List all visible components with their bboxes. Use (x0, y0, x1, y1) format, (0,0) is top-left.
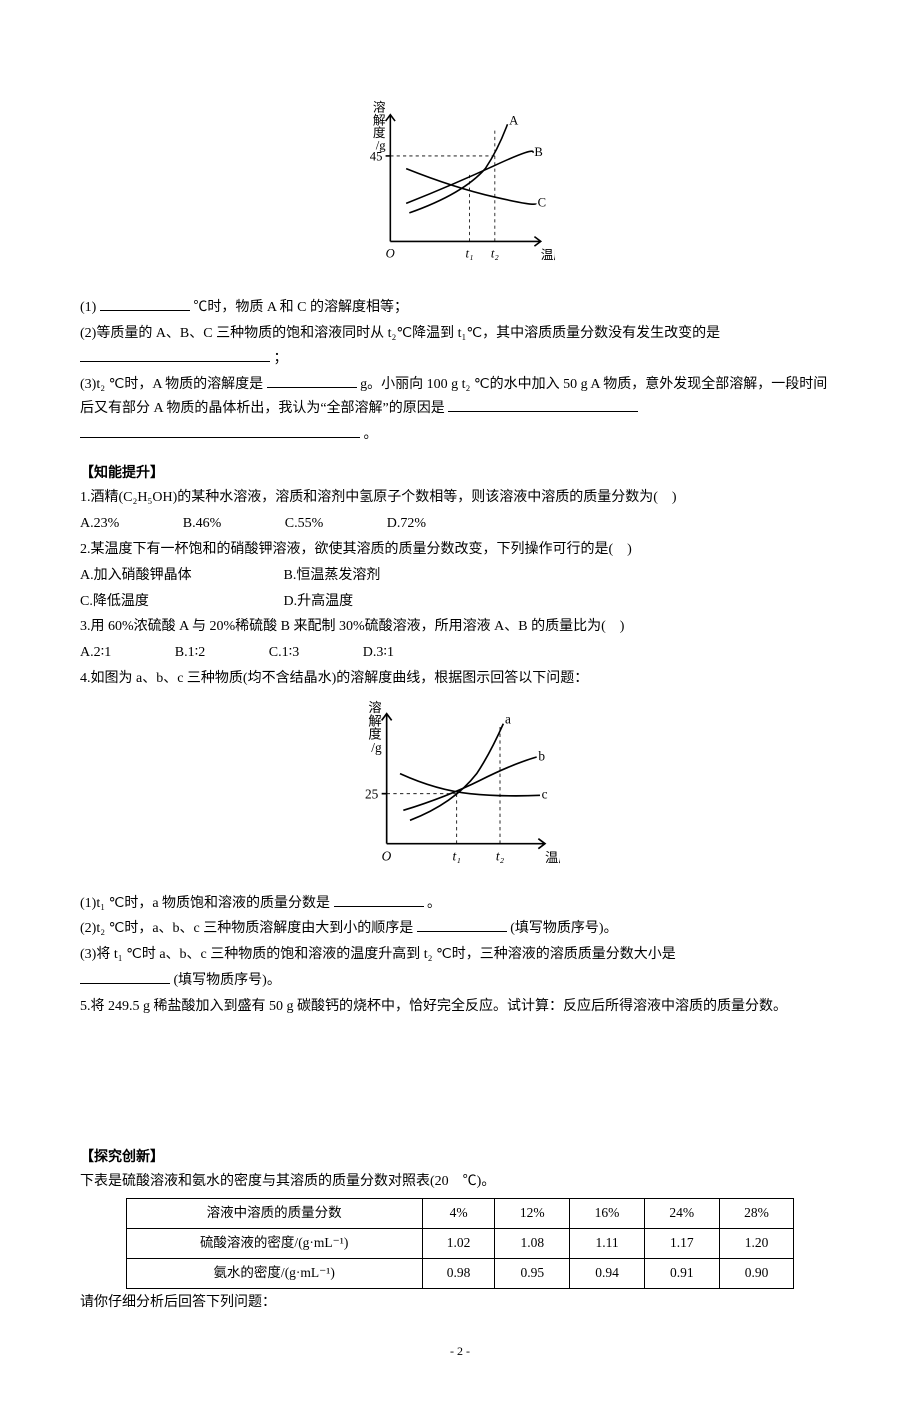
chart1-figure: 45 溶 解 度 /g 温度/℃ O t₁ t₂ C B A (80, 91, 840, 290)
col-header: 4% (422, 1199, 495, 1229)
opt-a: A.23% (80, 512, 119, 536)
text: (3)t₂ ℃时，A 物质的溶解度是 (80, 377, 263, 392)
q1-stem: 1.酒精(C₂H₅OH)的某种水溶液，溶质和溶剂中氢原子个数相等，则该溶液中溶质… (80, 486, 840, 510)
cell: 0.91 (644, 1259, 719, 1289)
text: (填写物质序号)。 (510, 921, 617, 936)
q-chart1-line1: (1) ℃时，物质 A 和 C 的溶解度相等； (80, 296, 840, 320)
section-heading-1: 【知能提升】 (80, 461, 840, 485)
cell: 0.95 (495, 1259, 570, 1289)
cell: 1.11 (570, 1229, 645, 1259)
cell: 硫酸溶液的密度/(g·mL⁻¹) (126, 1229, 422, 1259)
svg-text:A: A (509, 113, 519, 127)
cell: 氨水的密度/(g·mL⁻¹) (126, 1259, 422, 1289)
opt-c: C.55% (285, 512, 324, 536)
blank (80, 969, 170, 984)
svg-text:B: B (534, 145, 542, 159)
q5-stem: 5.将 249.5 g 稀盐酸加入到盛有 50 g 碳酸钙的烧杯中，恰好完全反应… (80, 995, 840, 1019)
blank (417, 917, 507, 932)
svg-text:c: c (542, 786, 548, 801)
q2-stem: 2.某温度下有一杯饱和的硝酸钾溶液，欲使其溶质的质量分数改变，下列操作可行的是(… (80, 538, 840, 562)
table-row: 硫酸溶液的密度/(g·mL⁻¹) 1.02 1.08 1.11 1.17 1.2… (126, 1229, 794, 1259)
svg-text:温度/℃: 温度/℃ (545, 850, 560, 865)
svg-text:a: a (505, 711, 511, 726)
svg-text:t₂: t₂ (496, 848, 505, 863)
svg-text:t₂: t₂ (491, 246, 500, 260)
q1-options: A.23% B.46% C.55% D.72% (80, 512, 840, 536)
text: (1)t₁ ℃时，a 物质饱和溶液的质量分数是 (80, 896, 330, 911)
text: (1) (80, 300, 96, 315)
svg-text:/g: /g (371, 740, 382, 755)
q-chart1-line3c: 。 (80, 423, 840, 447)
svg-text:t₁: t₁ (452, 848, 460, 863)
svg-text:温度/℃: 温度/℃ (541, 247, 555, 262)
q4-stem: 4.如图为 a、b、c 三种物质(均不含结晶水)的溶解度曲线，根据图示回答以下问… (80, 667, 840, 691)
opt-d: D.72% (387, 512, 426, 536)
cell: 0.90 (719, 1259, 794, 1289)
opt-c: C.1∶3 (269, 641, 299, 665)
blank (100, 296, 190, 311)
text: 。 (364, 427, 378, 442)
cell: 1.08 (495, 1229, 570, 1259)
chart2-svg: 溶 解 度 /g 25 温度/℃ O t₁ t₂ c b a (360, 697, 560, 877)
chart1-svg: 45 溶 解 度 /g 温度/℃ O t₁ t₂ C B A (365, 91, 555, 281)
page-number: - 2 - (80, 1341, 840, 1361)
svg-text:/g: /g (376, 139, 387, 153)
text: (填写物质序号)。 (174, 973, 281, 988)
q4-sub3b: (填写物质序号)。 (80, 969, 840, 993)
table-header-row: 溶液中溶质的质量分数 4% 12% 16% 24% 28% (126, 1199, 794, 1229)
table-after: 请你仔细分析后回答下列问题： (80, 1291, 840, 1315)
svg-text:25: 25 (365, 786, 379, 801)
q3-stem: 3.用 60%浓硫酸 A 与 20%稀硫酸 B 来配制 30%硫酸溶液，所用溶液… (80, 615, 840, 639)
q2-options-row1: A.加入硝酸钾晶体 B.恒温蒸发溶剂 (80, 564, 840, 588)
opt-d: D.升高温度 (284, 590, 484, 614)
opt-a: A.加入硝酸钾晶体 (80, 564, 280, 588)
col-header: 28% (719, 1199, 794, 1229)
density-table: 溶液中溶质的质量分数 4% 12% 16% 24% 28% 硫酸溶液的密度/(g… (126, 1198, 795, 1289)
text: 。 (427, 896, 441, 911)
opt-b: B.46% (183, 512, 222, 536)
q-chart1-line2: (2)等质量的 A、B、C 三种物质的饱和溶液同时从 t₂℃降温到 t₁℃，其中… (80, 322, 840, 346)
cell: 0.98 (422, 1259, 495, 1289)
cell: 1.20 (719, 1229, 794, 1259)
q4-sub1: (1)t₁ ℃时，a 物质饱和溶液的质量分数是 。 (80, 892, 840, 916)
svg-text:O: O (382, 848, 392, 863)
text: ； (274, 351, 288, 366)
opt-b: B.恒温蒸发溶剂 (284, 564, 484, 588)
blank (448, 397, 638, 412)
col-header: 16% (570, 1199, 645, 1229)
col-header: 12% (495, 1199, 570, 1229)
cell: 1.02 (422, 1229, 495, 1259)
q-chart1-line2b: ； (80, 347, 840, 371)
section-heading-2: 【探究创新】 (80, 1145, 840, 1169)
col-header: 溶液中溶质的质量分数 (126, 1199, 422, 1229)
work-space (80, 1021, 840, 1131)
table-intro: 下表是硫酸溶液和氨水的密度与其溶质的质量分数对照表(20 ℃)。 (80, 1170, 840, 1194)
text: ℃时，物质 A 和 C 的溶解度相等； (193, 300, 408, 315)
svg-text:t₁: t₁ (466, 246, 474, 260)
chart2-figure: 溶 解 度 /g 25 温度/℃ O t₁ t₂ c b a (80, 697, 840, 886)
blank (334, 892, 424, 907)
opt-a: A.2∶1 (80, 641, 111, 665)
blank (267, 373, 357, 388)
blank (80, 347, 270, 362)
opt-c: C.降低温度 (80, 590, 280, 614)
table-row: 氨水的密度/(g·mL⁻¹) 0.98 0.95 0.94 0.91 0.90 (126, 1259, 794, 1289)
q4-sub2: (2)t₂ ℃时，a、b、c 三种物质溶解度由大到小的顺序是 (填写物质序号)。 (80, 917, 840, 941)
opt-b: B.1∶2 (175, 641, 205, 665)
cell: 1.17 (644, 1229, 719, 1259)
text: (3)将 t₁ ℃时 a、b、c 三种物质的饱和溶液的温度升高到 t₂ ℃时，三… (80, 947, 676, 962)
opt-d: D.3∶1 (363, 641, 394, 665)
svg-text:b: b (538, 748, 545, 763)
svg-text:C: C (538, 196, 546, 210)
col-header: 24% (644, 1199, 719, 1229)
q3-options: A.2∶1 B.1∶2 C.1∶3 D.3∶1 (80, 641, 840, 665)
cell: 0.94 (570, 1259, 645, 1289)
q4-sub3: (3)将 t₁ ℃时 a、b、c 三种物质的饱和溶液的温度升高到 t₂ ℃时，三… (80, 943, 840, 967)
text: (2)t₂ ℃时，a、b、c 三种物质溶解度由大到小的顺序是 (80, 921, 413, 936)
q-chart1-line3: (3)t₂ ℃时，A 物质的溶解度是 g。小丽向 100 g t₂ ℃的水中加入… (80, 373, 840, 421)
q2-options-row2: C.降低温度 D.升高温度 (80, 590, 840, 614)
svg-text:O: O (386, 246, 395, 260)
blank (80, 423, 360, 438)
